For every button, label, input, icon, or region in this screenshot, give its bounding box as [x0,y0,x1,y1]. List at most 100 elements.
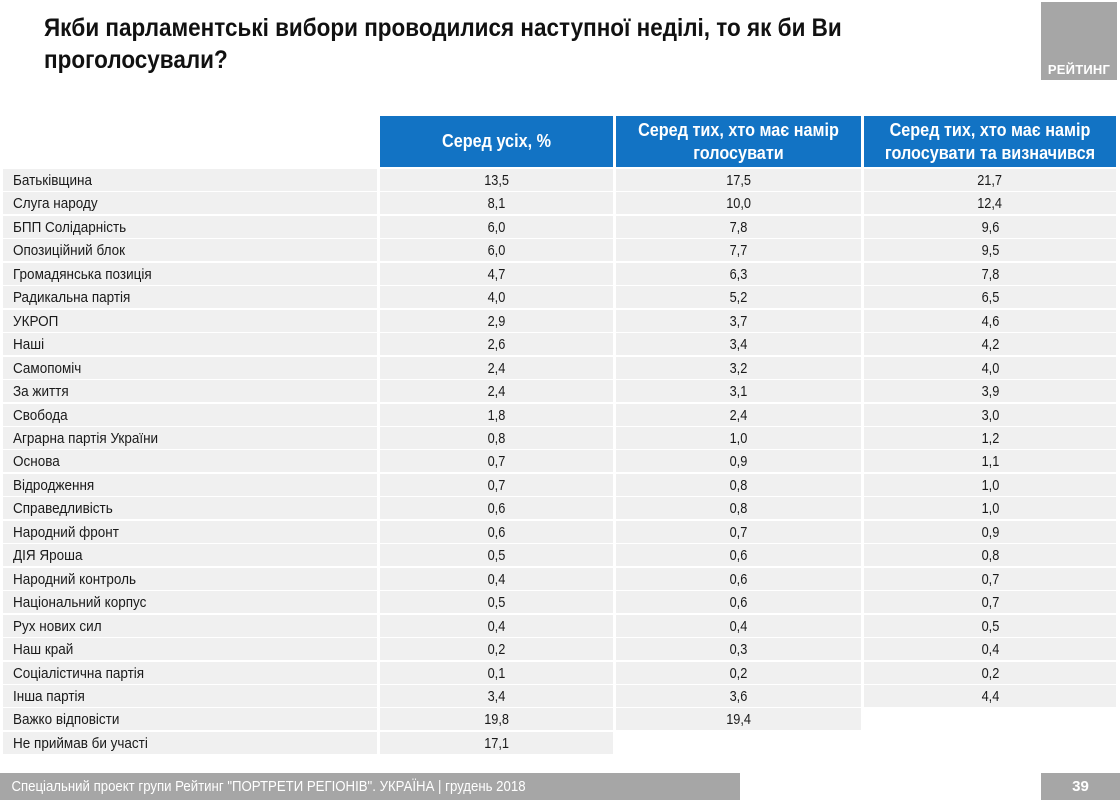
party-label: Самопоміч [3,356,377,379]
value-decided: 7,8 [864,262,1116,285]
value-intend: 0,8 [616,473,861,496]
party-label: За життя [3,380,377,402]
value-all: 3,4 [380,684,613,707]
table-row: Інша партія 3,4 3,6 4,4 [0,684,1120,707]
party-label: Інша партія [3,684,377,707]
value-all: 0,8 [380,426,613,449]
value-all: 0,1 [380,661,613,684]
party-label: Національний корпус [3,591,377,614]
value-intend: 1,0 [616,426,861,449]
footer-bar: Спеціальний проект групи Рейтинг "ПОРТРЕ… [0,773,740,800]
value-decided: 1,0 [864,473,1116,496]
party-label: Аграрна партія України [3,426,377,449]
value-decided: 1,2 [864,426,1116,449]
column-header-intend: Серед тих, хто має намір голосувати [616,116,861,167]
table-row: Національний корпус 0,5 0,6 0,7 [0,591,1120,614]
value-intend: 3,1 [616,380,861,402]
value-decided: 4,0 [864,356,1116,379]
value-all: 0,4 [380,614,613,637]
value-intend: 3,4 [616,333,861,356]
value-intend: 3,7 [616,309,861,332]
value-intend: 0,3 [616,638,861,660]
value-intend: 3,2 [616,356,861,379]
value-decided: 0,7 [864,591,1116,614]
party-label: Наші [3,333,377,356]
value-decided: 3,0 [864,403,1116,426]
party-label: Народний фронт [3,520,377,543]
party-label: Громадянська позиція [3,262,377,285]
value-all: 13,5 [380,169,613,191]
table-row: Не приймав би участі 17,1 [0,731,1120,754]
value-all: 19,8 [380,708,613,731]
value-decided: 9,5 [864,239,1116,262]
value-all: 2,6 [380,333,613,356]
party-label: УКРОП [3,309,377,332]
value-all: 17,1 [380,731,613,754]
value-intend: 7,8 [616,215,861,238]
table-row: УКРОП 2,9 3,7 4,6 [0,309,1120,332]
value-all: 1,8 [380,403,613,426]
table-row: Відродження 0,7 0,8 1,0 [0,473,1120,496]
value-decided: 0,9 [864,520,1116,543]
value-decided: 3,9 [864,380,1116,402]
slide-title: Якби парламентські вибори проводилися на… [44,14,842,74]
value-decided: 0,7 [864,567,1116,590]
value-all: 0,5 [380,591,613,614]
value-intend: 0,6 [616,567,861,590]
value-decided: 9,6 [864,215,1116,238]
table-row: За життя 2,4 3,1 3,9 [0,380,1120,402]
column-header-all: Серед усіх, % [380,116,613,167]
column-header-decided: Серед тих, хто має намір голосувати та в… [864,116,1116,167]
value-intend: 0,8 [616,497,861,520]
party-label: Важко відповісти [3,708,377,731]
table-row: Батьківщина 13,5 17,5 21,7 [0,169,1120,191]
party-label: Свобода [3,403,377,426]
value-decided: 1,0 [864,497,1116,520]
party-label: Не приймав би участі [3,731,377,754]
value-decided: 0,4 [864,638,1116,660]
value-intend: 7,7 [616,239,861,262]
value-all: 6,0 [380,215,613,238]
value-intend: 2,4 [616,403,861,426]
party-label: Рух нових сил [3,614,377,637]
party-label: Справедливість [3,497,377,520]
value-decided: 1,1 [864,450,1116,473]
table-row: Основа 0,7 0,9 1,1 [0,450,1120,473]
table-row: Наш край 0,2 0,3 0,4 [0,638,1120,660]
party-label: Відродження [3,473,377,496]
value-intend: 19,4 [616,708,861,731]
party-label: Народний контроль [3,567,377,590]
value-decided: 4,4 [864,684,1116,707]
value-intend: 0,7 [616,520,861,543]
value-all: 0,7 [380,473,613,496]
table-row: Соціалістична партія 0,1 0,2 0,2 [0,661,1120,684]
party-label: Наш край [3,638,377,660]
value-all: 4,0 [380,286,613,309]
party-label: ДІЯ Яроша [3,544,377,567]
table-row: Самопоміч 2,4 3,2 4,0 [0,356,1120,379]
table-row: Справедливість 0,6 0,8 1,0 [0,497,1120,520]
table-row: Радикальна партія 4,0 5,2 6,5 [0,286,1120,309]
value-intend: 0,2 [616,661,861,684]
page-number: 39 [1041,773,1120,800]
value-intend: 0,6 [616,591,861,614]
party-label: БПП Солідарність [3,215,377,238]
value-all: 2,9 [380,309,613,332]
value-all: 2,4 [380,380,613,402]
table-row: Народний фронт 0,6 0,7 0,9 [0,520,1120,543]
value-intend: 6,3 [616,262,861,285]
table-row: Народний контроль 0,4 0,6 0,7 [0,567,1120,590]
table-row: БПП Солідарність 6,0 7,8 9,6 [0,215,1120,238]
logo-text: РЕЙТИНГ [1047,62,1111,77]
value-decided: 0,5 [864,614,1116,637]
value-decided: 6,5 [864,286,1116,309]
rating-logo: РЕЙТИНГ [1041,2,1117,80]
party-label: Батьківщина [3,169,377,191]
value-all: 6,0 [380,239,613,262]
value-intend: 10,0 [616,192,861,215]
value-intend: 0,9 [616,450,861,473]
footer-text: Спеціальний проект групи Рейтинг "ПОРТРЕ… [11,778,526,795]
value-all: 0,4 [380,567,613,590]
value-all: 0,7 [380,450,613,473]
table-row: Аграрна партія України 0,8 1,0 1,2 [0,426,1120,449]
